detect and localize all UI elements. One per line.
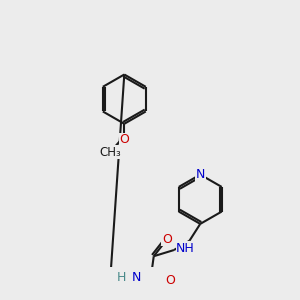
Text: N: N (132, 271, 141, 284)
Text: H: H (117, 271, 127, 284)
Text: N: N (196, 168, 205, 181)
Text: NH: NH (176, 242, 195, 255)
Text: O: O (119, 134, 129, 146)
Text: O: O (165, 274, 175, 287)
Text: CH₃: CH₃ (100, 146, 121, 159)
Text: O: O (162, 233, 172, 246)
